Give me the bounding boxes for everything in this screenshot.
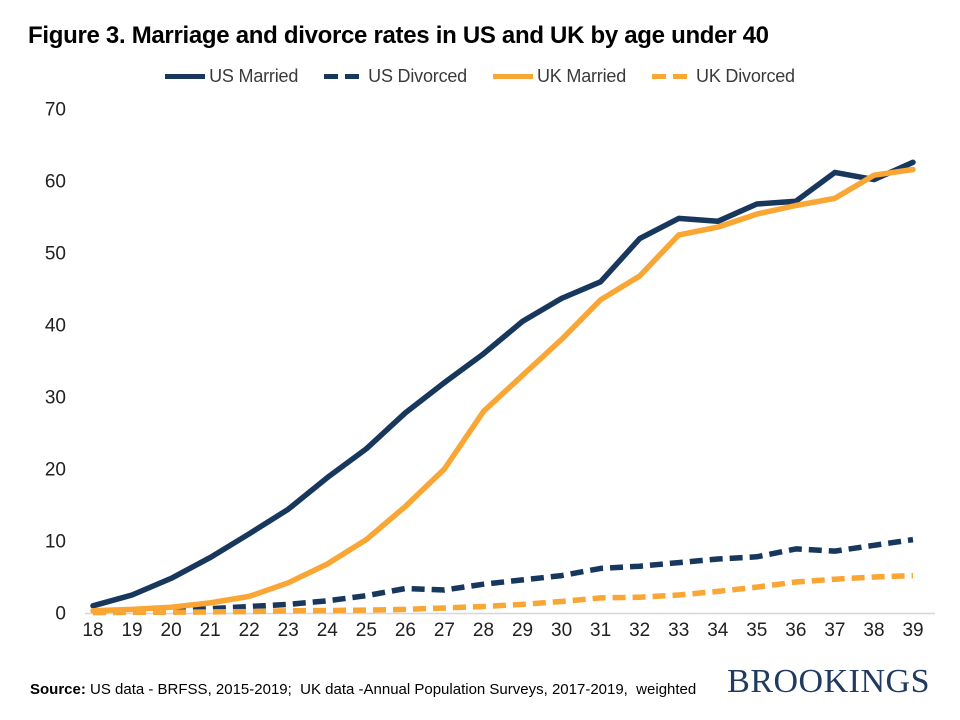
- x-tick-label-37: 37: [824, 620, 845, 641]
- y-tick-label-0: 0: [55, 604, 66, 625]
- series-line-uk-married: [90, 166, 916, 614]
- y-tick-label-20: 20: [45, 460, 66, 481]
- legend-swatch-dashed-orange-icon: [652, 74, 693, 79]
- legend-label-uk-married: UK Married: [537, 66, 627, 86]
- y-tick-label-70: 70: [45, 100, 66, 121]
- brookings-logo: BROOKINGS: [727, 663, 930, 700]
- x-tick-label-29: 29: [512, 620, 533, 641]
- chart-legend: US Married US Divorced UK Married UK Div…: [0, 66, 960, 87]
- x-tick-label-28: 28: [473, 620, 494, 641]
- legend-label-uk-divorced: UK Divorced: [696, 66, 795, 86]
- x-tick-label-21: 21: [200, 620, 221, 641]
- legend-item-uk-married: UK Married: [493, 66, 626, 87]
- y-tick-label-30: 30: [45, 388, 66, 409]
- x-tick-label-39: 39: [902, 620, 923, 641]
- source-label: Source:: [30, 681, 86, 698]
- y-tick-label-60: 60: [45, 172, 66, 193]
- x-tick-label-38: 38: [863, 620, 884, 641]
- x-tick-label-24: 24: [317, 620, 339, 641]
- x-tick-label-32: 32: [629, 620, 650, 641]
- x-tick-label-18: 18: [82, 620, 103, 641]
- legend-item-us-married: US Married: [165, 66, 298, 87]
- source-text: US data - BRFSS, 2015-2019; UK data -Ann…: [85, 681, 697, 698]
- legend-swatch-solid-navy-icon: [165, 74, 206, 79]
- source-note: Source: US data - BRFSS, 2015-2019; UK d…: [30, 681, 696, 698]
- line-chart: 0 10 20 30 40 50 60 70 18 19 20 21 22 23 24 25 26 27 28 29 3…: [45, 100, 935, 641]
- x-tick-label-31: 31: [590, 620, 611, 641]
- legend-label-us-divorced: US Divorced: [368, 66, 467, 86]
- y-tick-label-10: 10: [45, 532, 66, 553]
- x-tick-label-34: 34: [707, 620, 729, 641]
- series-line-us-married: [90, 159, 916, 609]
- series-line-us-divorced: [92, 536, 914, 616]
- x-tick-label-27: 27: [434, 620, 455, 641]
- legend-swatch-solid-orange-icon: [493, 74, 533, 79]
- chart-title: Figure 3. Marriage and divorce rates in …: [28, 22, 769, 49]
- x-tick-label-33: 33: [668, 620, 689, 641]
- legend-item-uk-divorced: UK Divorced: [652, 66, 795, 87]
- x-tick-label-20: 20: [161, 620, 182, 641]
- x-tick-label-35: 35: [746, 620, 767, 641]
- plot-area: 0 10 20 30 40 50 60 70 18 19 20 21 22 23 24 25 26 27 28 29 3…: [0, 95, 960, 650]
- x-tick-label-26: 26: [395, 620, 416, 641]
- legend-swatch-dashed-navy-icon: [324, 74, 365, 79]
- x-tick-label-19: 19: [121, 620, 142, 641]
- x-tick-label-23: 23: [278, 620, 299, 641]
- legend-item-us-divorced: US Divorced: [324, 66, 467, 87]
- x-tick-label-36: 36: [785, 620, 806, 641]
- x-tick-label-30: 30: [551, 620, 572, 641]
- y-tick-label-40: 40: [45, 316, 66, 337]
- series-line-uk-divorced: [92, 572, 914, 616]
- legend-label-us-married: US Married: [209, 66, 299, 86]
- x-tick-label-22: 22: [239, 620, 260, 641]
- y-tick-label-50: 50: [45, 244, 66, 265]
- x-tick-label-25: 25: [356, 620, 377, 641]
- footer: Source: US data - BRFSS, 2015-2019; UK d…: [0, 655, 960, 720]
